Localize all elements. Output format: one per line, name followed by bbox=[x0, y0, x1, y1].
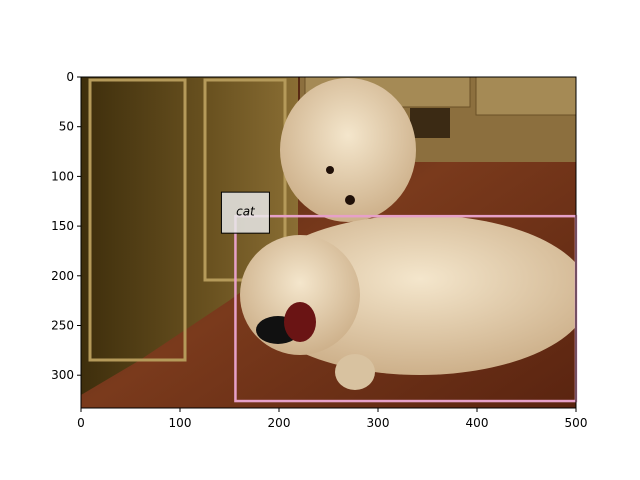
x-tick-label: 300 bbox=[367, 416, 390, 430]
y-tick-label: 200 bbox=[51, 269, 74, 283]
dog-mouth bbox=[284, 302, 316, 342]
x-tick-label: 0 bbox=[77, 416, 85, 430]
y-tick-label: 250 bbox=[51, 318, 74, 332]
axes-frame bbox=[80, 76, 577, 409]
y-axis: 0 50 100 150 200 250 300 bbox=[51, 70, 81, 382]
y-tick-label: 0 bbox=[66, 70, 74, 84]
y-tick-label: 50 bbox=[59, 120, 74, 134]
y-tick-label: 100 bbox=[51, 169, 74, 183]
x-axis: 0 100 200 300 400 500 bbox=[77, 408, 587, 430]
puppy-nose bbox=[345, 195, 355, 205]
puppy-eye bbox=[326, 166, 334, 174]
left-cabinet bbox=[81, 77, 298, 395]
cabinet-door-1 bbox=[88, 78, 187, 362]
x-tick-label: 200 bbox=[268, 416, 291, 430]
puppy bbox=[280, 78, 416, 222]
x-tick-label: 100 bbox=[169, 416, 192, 430]
x-tick-label: 500 bbox=[565, 416, 588, 430]
floor-vent bbox=[410, 108, 450, 138]
photo bbox=[81, 77, 576, 408]
drawer-right bbox=[475, 77, 576, 116]
y-tick-label: 300 bbox=[51, 368, 74, 382]
y-tick-label: 150 bbox=[51, 219, 74, 233]
cat-label: cat bbox=[236, 205, 256, 219]
cat-label-box: cat bbox=[220, 191, 270, 234]
dog-paw bbox=[335, 354, 375, 390]
x-tick-label: 400 bbox=[466, 416, 489, 430]
